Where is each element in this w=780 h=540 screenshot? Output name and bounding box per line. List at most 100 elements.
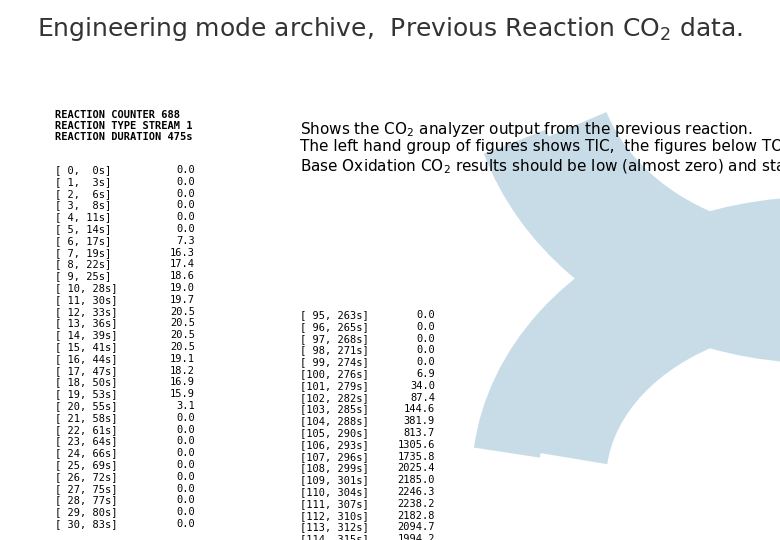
- Text: [ 27, 75s]: [ 27, 75s]: [55, 484, 118, 494]
- Text: 6.9: 6.9: [417, 369, 435, 379]
- Text: 1735.8: 1735.8: [398, 451, 435, 462]
- Text: 18.6: 18.6: [170, 271, 195, 281]
- Text: 144.6: 144.6: [404, 404, 435, 414]
- Text: 2185.0: 2185.0: [398, 475, 435, 485]
- Text: 0.0: 0.0: [176, 448, 195, 458]
- Text: 17.4: 17.4: [170, 259, 195, 269]
- Text: Base Oxidation CO$_2$ results should be low (almost zero) and stable.: Base Oxidation CO$_2$ results should be …: [300, 158, 780, 177]
- Text: [110, 304s]: [110, 304s]: [300, 487, 369, 497]
- Text: [ 19, 53s]: [ 19, 53s]: [55, 389, 118, 399]
- Text: [106, 293s]: [106, 293s]: [300, 440, 369, 450]
- Text: 0.0: 0.0: [176, 212, 195, 222]
- Text: [ 15, 41s]: [ 15, 41s]: [55, 342, 118, 352]
- Text: Shows the CO$_2$ analyzer output from the previous reaction.: Shows the CO$_2$ analyzer output from th…: [300, 120, 753, 139]
- Text: 381.9: 381.9: [404, 416, 435, 426]
- Text: 87.4: 87.4: [410, 393, 435, 403]
- Text: 0.0: 0.0: [417, 357, 435, 367]
- Text: 3.1: 3.1: [176, 401, 195, 411]
- Text: [ 16, 44s]: [ 16, 44s]: [55, 354, 118, 364]
- Text: [105, 290s]: [105, 290s]: [300, 428, 369, 438]
- Text: [ 0,  0s]: [ 0, 0s]: [55, 165, 112, 175]
- Text: [ 9, 25s]: [ 9, 25s]: [55, 271, 112, 281]
- Text: [108, 299s]: [108, 299s]: [300, 463, 369, 474]
- Text: [ 17, 47s]: [ 17, 47s]: [55, 366, 118, 376]
- Text: [ 95, 263s]: [ 95, 263s]: [300, 310, 369, 320]
- Text: [ 8, 22s]: [ 8, 22s]: [55, 259, 112, 269]
- Text: 0.0: 0.0: [176, 484, 195, 494]
- Text: 0.0: 0.0: [176, 460, 195, 470]
- Text: [ 12, 33s]: [ 12, 33s]: [55, 307, 118, 316]
- Text: [111, 307s]: [111, 307s]: [300, 499, 369, 509]
- Text: 18.2: 18.2: [170, 366, 195, 376]
- Text: 16.3: 16.3: [170, 248, 195, 258]
- Text: 2246.3: 2246.3: [398, 487, 435, 497]
- Text: 2094.7: 2094.7: [398, 522, 435, 532]
- Text: [ 1,  3s]: [ 1, 3s]: [55, 177, 112, 187]
- Text: [ 7, 19s]: [ 7, 19s]: [55, 248, 112, 258]
- Text: 2182.8: 2182.8: [398, 511, 435, 521]
- Text: [ 96, 265s]: [ 96, 265s]: [300, 322, 369, 332]
- Text: [102, 282s]: [102, 282s]: [300, 393, 369, 403]
- Text: [ 21, 58s]: [ 21, 58s]: [55, 413, 118, 423]
- Text: 7.3: 7.3: [176, 236, 195, 246]
- Text: 0.0: 0.0: [176, 436, 195, 447]
- Text: 16.9: 16.9: [170, 377, 195, 387]
- Text: [ 98, 271s]: [ 98, 271s]: [300, 346, 369, 355]
- Text: Engineering mode archive,  Previous Reaction CO$_2$ data.: Engineering mode archive, Previous React…: [37, 15, 743, 43]
- Text: [ 11, 30s]: [ 11, 30s]: [55, 295, 118, 305]
- Text: [ 4, 11s]: [ 4, 11s]: [55, 212, 112, 222]
- Text: 0.0: 0.0: [176, 413, 195, 423]
- Text: [ 29, 80s]: [ 29, 80s]: [55, 507, 118, 517]
- Text: 0.0: 0.0: [176, 472, 195, 482]
- Text: 0.0: 0.0: [417, 346, 435, 355]
- Text: REACTION DURATION 475s: REACTION DURATION 475s: [55, 132, 193, 142]
- Text: 0.0: 0.0: [176, 224, 195, 234]
- Text: 19.7: 19.7: [170, 295, 195, 305]
- Text: [114, 315s]: [114, 315s]: [300, 534, 369, 540]
- Text: [ 10, 28s]: [ 10, 28s]: [55, 283, 118, 293]
- Text: REACTION TYPE STREAM 1: REACTION TYPE STREAM 1: [55, 121, 193, 131]
- Text: 19.0: 19.0: [170, 283, 195, 293]
- Text: 20.5: 20.5: [170, 319, 195, 328]
- Text: [109, 301s]: [109, 301s]: [300, 475, 369, 485]
- Text: [ 97, 268s]: [ 97, 268s]: [300, 334, 369, 343]
- Text: [ 22, 61s]: [ 22, 61s]: [55, 424, 118, 435]
- Text: [ 5, 14s]: [ 5, 14s]: [55, 224, 112, 234]
- Text: 0.0: 0.0: [176, 177, 195, 187]
- Text: [104, 288s]: [104, 288s]: [300, 416, 369, 426]
- Text: [100, 276s]: [100, 276s]: [300, 369, 369, 379]
- Text: 1994.2: 1994.2: [398, 534, 435, 540]
- Text: [ 23, 64s]: [ 23, 64s]: [55, 436, 118, 447]
- Text: 0.0: 0.0: [417, 334, 435, 343]
- Text: [ 99, 274s]: [ 99, 274s]: [300, 357, 369, 367]
- Text: 2238.2: 2238.2: [398, 499, 435, 509]
- Text: 0.0: 0.0: [176, 165, 195, 175]
- Text: 0.0: 0.0: [176, 424, 195, 435]
- Text: 0.0: 0.0: [176, 507, 195, 517]
- Text: [ 6, 17s]: [ 6, 17s]: [55, 236, 112, 246]
- Text: [ 2,  6s]: [ 2, 6s]: [55, 188, 112, 199]
- Text: 20.5: 20.5: [170, 342, 195, 352]
- Text: [ 25, 69s]: [ 25, 69s]: [55, 460, 118, 470]
- Text: [ 24, 66s]: [ 24, 66s]: [55, 448, 118, 458]
- Text: 20.5: 20.5: [170, 307, 195, 316]
- Text: 2025.4: 2025.4: [398, 463, 435, 474]
- Text: [112, 310s]: [112, 310s]: [300, 511, 369, 521]
- Text: 813.7: 813.7: [404, 428, 435, 438]
- Text: 0.0: 0.0: [176, 495, 195, 505]
- Text: [ 18, 50s]: [ 18, 50s]: [55, 377, 118, 387]
- Text: 20.5: 20.5: [170, 330, 195, 340]
- Text: [ 26, 72s]: [ 26, 72s]: [55, 472, 118, 482]
- Text: [ 20, 55s]: [ 20, 55s]: [55, 401, 118, 411]
- Text: 19.1: 19.1: [170, 354, 195, 364]
- Text: [ 13, 36s]: [ 13, 36s]: [55, 319, 118, 328]
- Text: [113, 312s]: [113, 312s]: [300, 522, 369, 532]
- Text: 0.0: 0.0: [176, 200, 195, 211]
- Text: 0.0: 0.0: [417, 322, 435, 332]
- Text: The left hand group of figures shows TIC,  the figures below TOC.: The left hand group of figures shows TIC…: [300, 139, 780, 154]
- Text: [ 14, 39s]: [ 14, 39s]: [55, 330, 118, 340]
- Text: [107, 296s]: [107, 296s]: [300, 451, 369, 462]
- Text: 0.0: 0.0: [176, 188, 195, 199]
- Text: 34.0: 34.0: [410, 381, 435, 391]
- Text: [103, 285s]: [103, 285s]: [300, 404, 369, 414]
